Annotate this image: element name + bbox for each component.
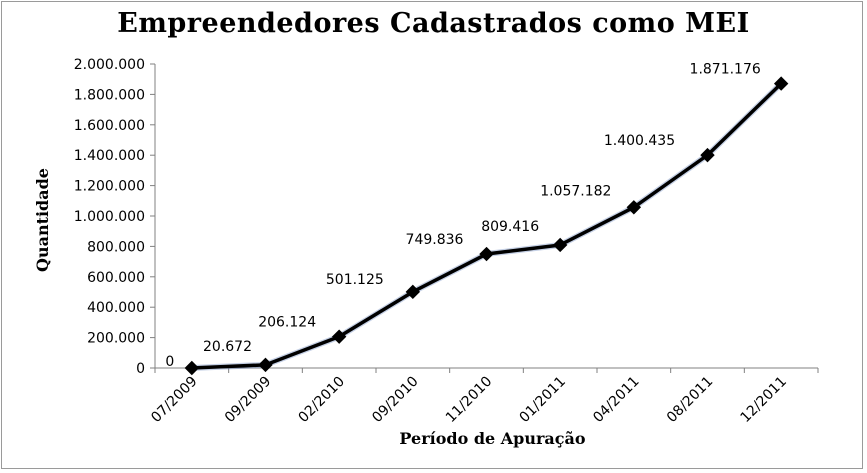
- data-labels: 0 20.672 206.124 501.125 749.836 809.416 1.057…: [165, 62, 761, 370]
- x-tick-label: 09/2009: [222, 374, 274, 426]
- x-tick-label: 11/2010: [443, 374, 495, 426]
- x-tick-label: 09/2010: [369, 374, 421, 426]
- data-label: 1.400.435: [604, 133, 675, 149]
- y-tick-label: 0: [136, 361, 145, 377]
- data-point: [773, 76, 789, 91]
- y-tick-label: 1.000.000: [74, 209, 145, 225]
- data-label: 0: [165, 354, 174, 370]
- x-tick-label: 01/2011: [517, 374, 569, 426]
- data-point: [405, 284, 421, 300]
- data-label: 206.124: [258, 315, 316, 331]
- y-axis: 0 200.000 400.000 600.000 800.000 1.000.000 1.…: [74, 57, 156, 377]
- y-tick-label: 2.000.000: [74, 57, 145, 73]
- data-point: [700, 147, 715, 163]
- x-tick-label: 07/2009: [148, 374, 200, 426]
- chart-title: Empreendedores Cadastrados como MEI: [117, 8, 750, 39]
- series-quantidade: [184, 76, 789, 376]
- data-point: [479, 246, 494, 262]
- data-point: [331, 329, 347, 344]
- x-tick-label: 12/2011: [738, 374, 790, 426]
- data-point: [552, 237, 568, 253]
- y-tick-label: 1.400.000: [74, 148, 145, 164]
- data-label: 809.416: [481, 219, 539, 235]
- data-label: 1.871.176: [690, 62, 761, 78]
- y-tick-label: 800.000: [87, 239, 145, 255]
- data-point: [258, 357, 273, 373]
- data-label: 1.057.182: [540, 183, 611, 199]
- data-label: 501.125: [326, 272, 384, 288]
- y-axis-title: Quantidade: [33, 168, 52, 272]
- data-point: [184, 360, 200, 376]
- data-label: 749.836: [406, 232, 464, 248]
- x-tick-label: 04/2011: [590, 374, 642, 426]
- y-tick-label: 1.600.000: [74, 118, 145, 134]
- x-tick-label: 02/2010: [296, 374, 348, 426]
- x-tick-label: 08/2011: [664, 374, 716, 426]
- y-tick-label: 1.800.000: [74, 87, 145, 103]
- x-axis-title: Período de Apuração: [399, 429, 585, 448]
- data-point: [626, 200, 642, 215]
- data-label: 20.672: [203, 339, 252, 355]
- y-tick-label: 200.000: [87, 331, 145, 347]
- y-tick-label: 400.000: [87, 300, 145, 316]
- y-tick-label: 600.000: [87, 270, 145, 286]
- x-axis: 07/2009 09/2009 02/2010 09/2010 11/2010 01/20…: [148, 367, 819, 426]
- y-tick-label: 1.200.000: [74, 179, 145, 195]
